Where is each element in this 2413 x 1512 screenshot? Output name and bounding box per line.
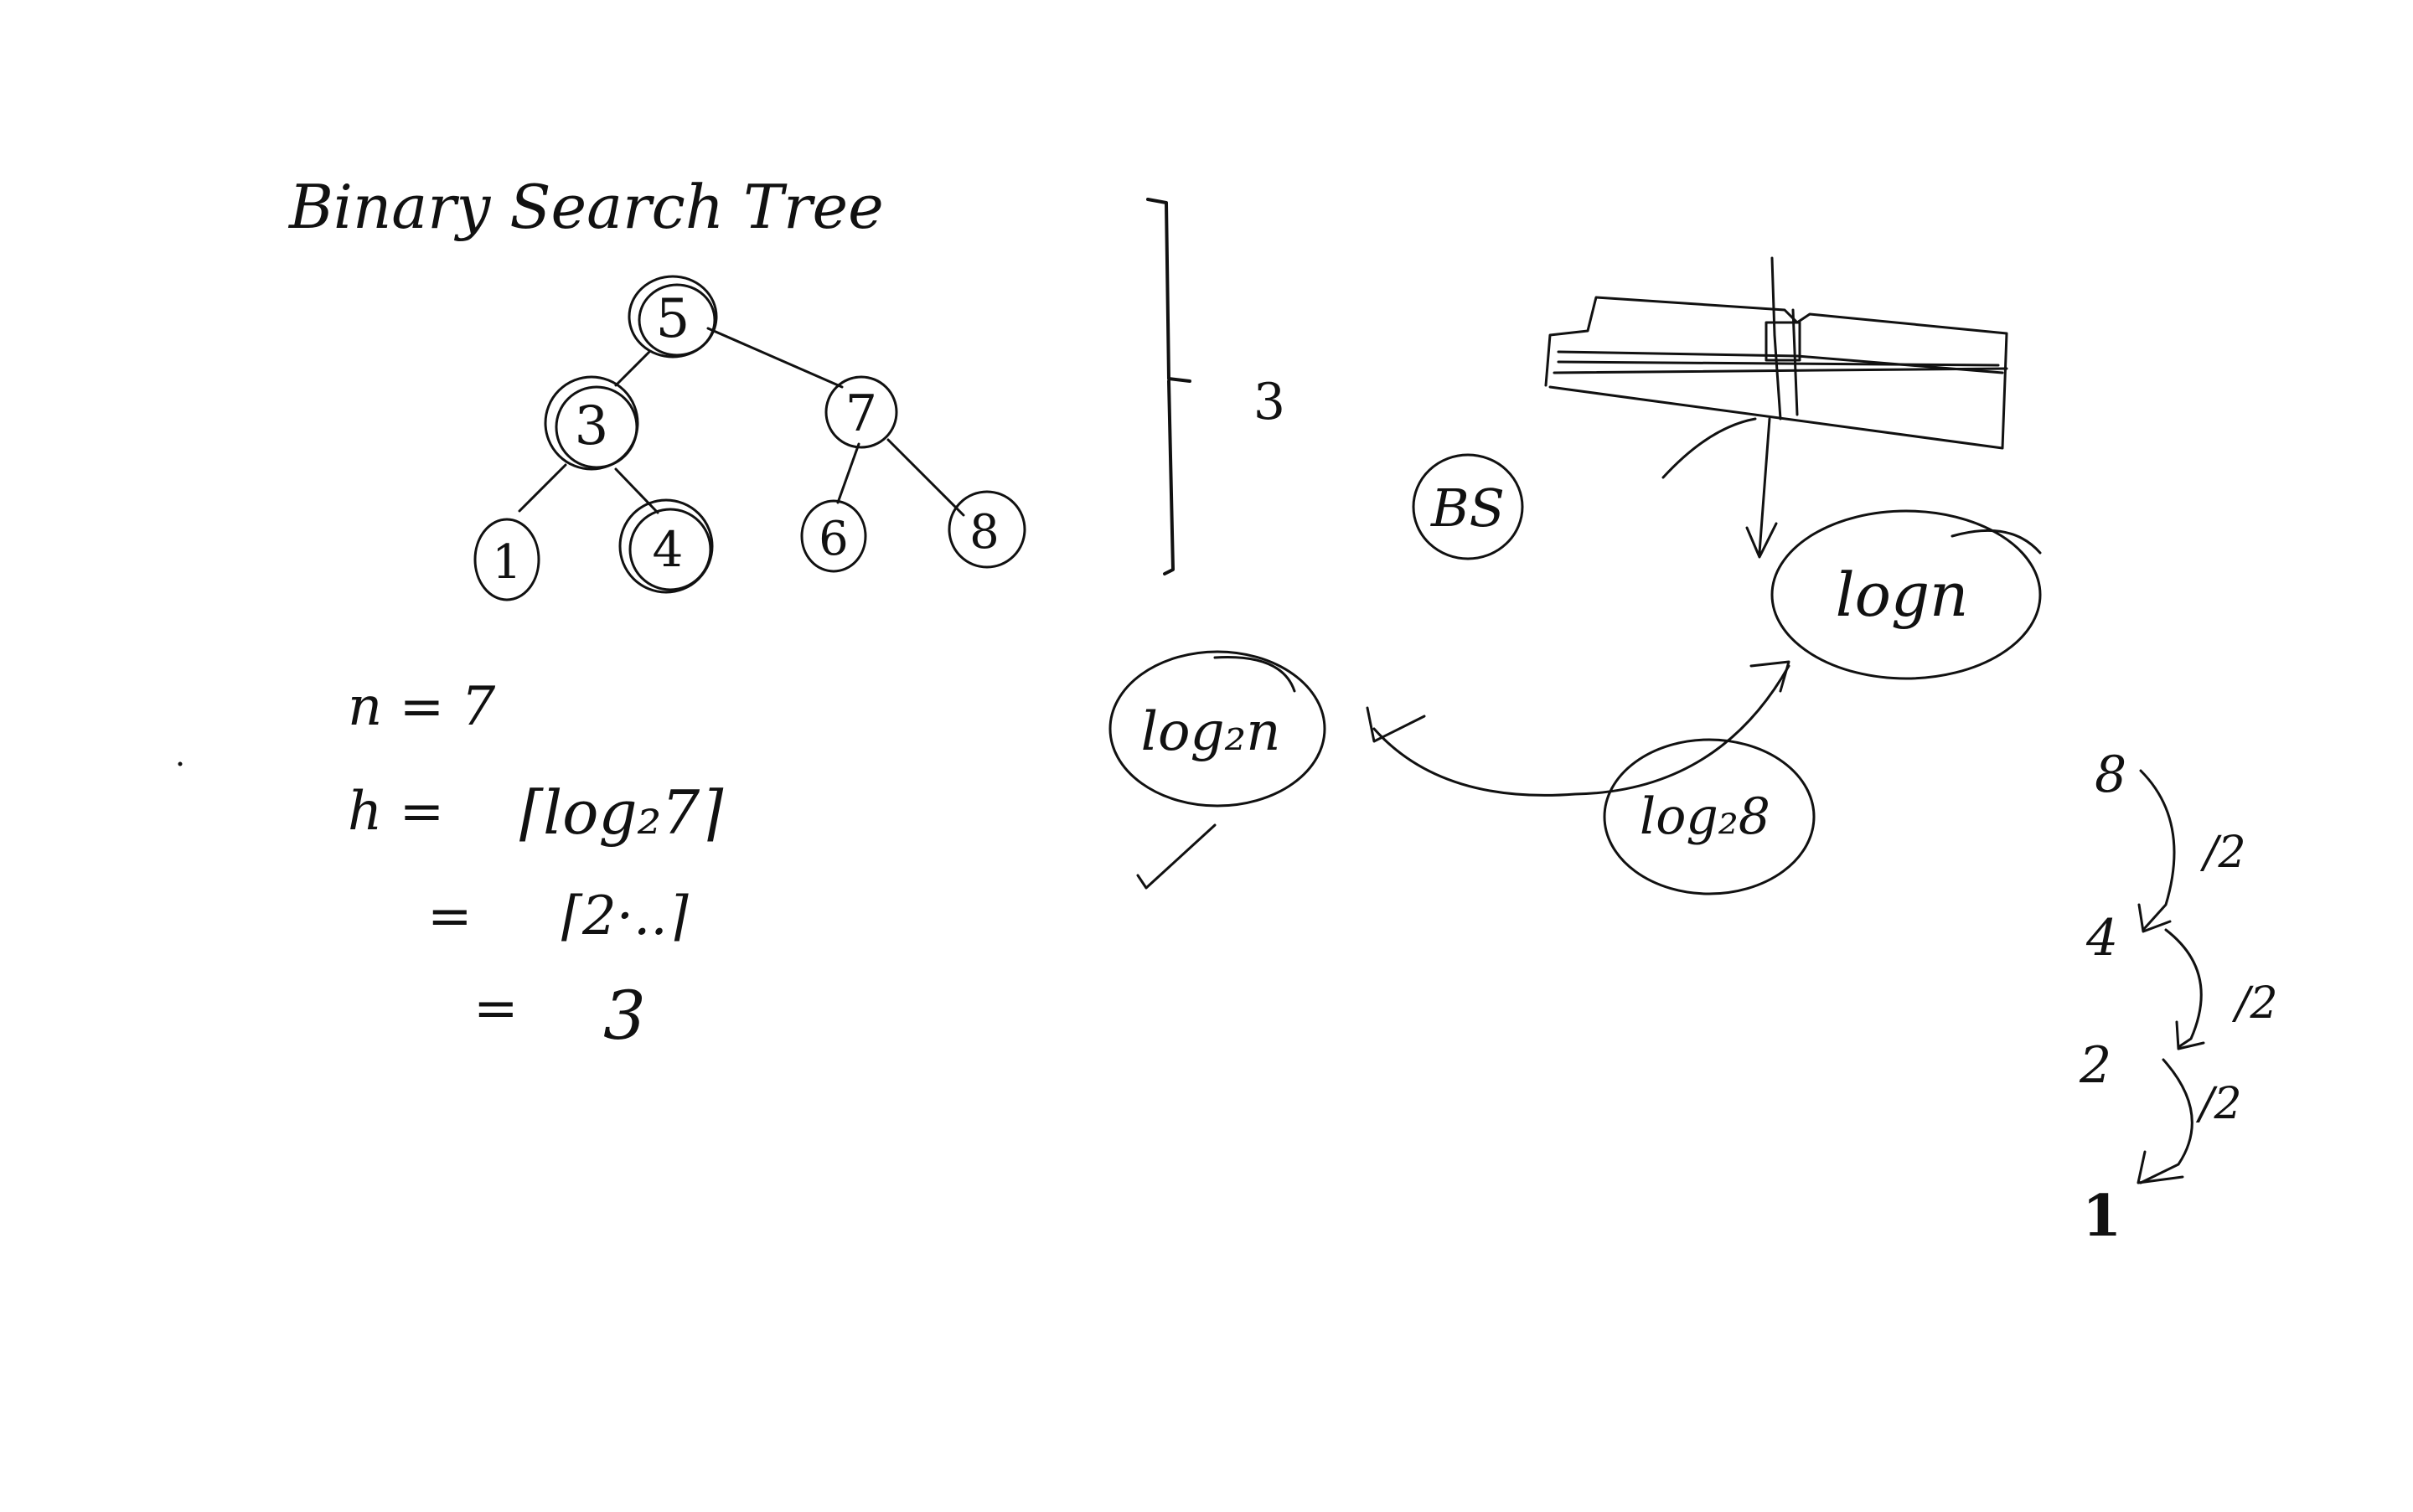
halving-step-label-2: /2 <box>2231 978 2278 1029</box>
calc-n-line: n = 7 <box>348 676 496 738</box>
check-mark <box>1136 823 1217 890</box>
tree-node-left: 3 <box>544 375 639 471</box>
tree-leaf-8: 8 <box>948 490 1026 569</box>
calc-result: 3 <box>603 977 646 1055</box>
edge-5-7 <box>706 327 844 389</box>
node-value: 4 <box>653 521 684 578</box>
tree-leaf-6: 6 <box>800 499 867 573</box>
node-value: 8 <box>969 505 1000 560</box>
edge-3-4 <box>614 467 659 514</box>
tree-leaf-1: 1 <box>473 518 540 601</box>
halving-value-4: 4 <box>2085 909 2118 968</box>
node-value: 5 <box>656 288 690 350</box>
logn-bubble-right: logn <box>1770 509 2042 680</box>
logn-mid-text: log₂n <box>1141 701 1281 763</box>
halving-step-label-1: /2 <box>2199 828 2246 878</box>
calc-eq-1: = <box>427 885 473 947</box>
halving-arrows <box>2137 769 2205 1184</box>
halving-value-8: 8 <box>2095 746 2126 804</box>
logn-right-text: logn <box>1836 560 1969 630</box>
book-sketch <box>1544 256 2008 479</box>
log8-bubble: log₂8 <box>1603 738 1816 895</box>
halving-value-2: 2 <box>2079 1036 2111 1095</box>
logn-bubble-mid: log₂n <box>1108 650 1326 890</box>
log8-text: log₂8 <box>1640 787 1770 846</box>
height-bracket: 3 <box>1146 198 1285 575</box>
halving-sequence: 8 4 2 1 /2 /2 /2 <box>2079 746 2278 1250</box>
calc-step-value: ⌈2·..⌉ <box>561 885 689 947</box>
stray-dot <box>178 761 183 766</box>
bs-label: BS <box>1430 477 1505 539</box>
tree-leaf-4: 4 <box>618 498 714 594</box>
tree-edges <box>518 327 965 517</box>
edge-7-6 <box>836 442 860 504</box>
calc-h-expr: ⌈log₂7⌉ <box>519 777 724 848</box>
halving-step-label-3: /2 <box>2195 1079 2242 1129</box>
node-value: 3 <box>575 395 609 457</box>
tree-node-root: 5 <box>628 275 718 359</box>
arrow-book-to-logn <box>1745 417 1778 559</box>
title: Binary Search Tree <box>287 172 884 242</box>
bs-bubble: BS <box>1412 453 1524 560</box>
edge-7-8 <box>886 438 965 517</box>
edge-5-3 <box>614 350 651 387</box>
calc-eq-2: = <box>473 978 519 1040</box>
halving-value-1: 1 <box>2082 1183 2121 1250</box>
node-value: 1 <box>492 535 522 590</box>
node-value: 7 <box>845 384 877 443</box>
calc-h-label: h = <box>348 781 444 843</box>
arrow-logn-link <box>1366 660 1790 797</box>
height-calculation: n = 7 h = ⌈log₂7⌉ = ⌈2·..⌉ = 3 <box>348 676 724 1055</box>
tree-node-right: 7 <box>824 375 898 449</box>
height-bracket-label: 3 <box>1253 373 1285 431</box>
edge-3-1 <box>518 463 567 513</box>
node-value: 6 <box>819 512 849 566</box>
